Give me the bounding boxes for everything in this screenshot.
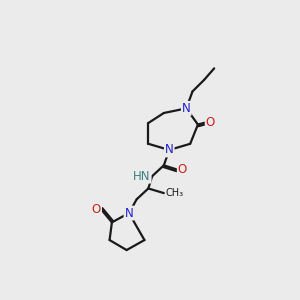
Text: CH₃: CH₃ — [165, 188, 184, 198]
Text: O: O — [92, 203, 101, 216]
Text: O: O — [178, 164, 187, 176]
Text: O: O — [206, 116, 215, 129]
Text: N: N — [182, 102, 191, 115]
Text: HN: HN — [133, 169, 151, 183]
Text: N: N — [124, 207, 133, 220]
Text: N: N — [165, 143, 174, 157]
